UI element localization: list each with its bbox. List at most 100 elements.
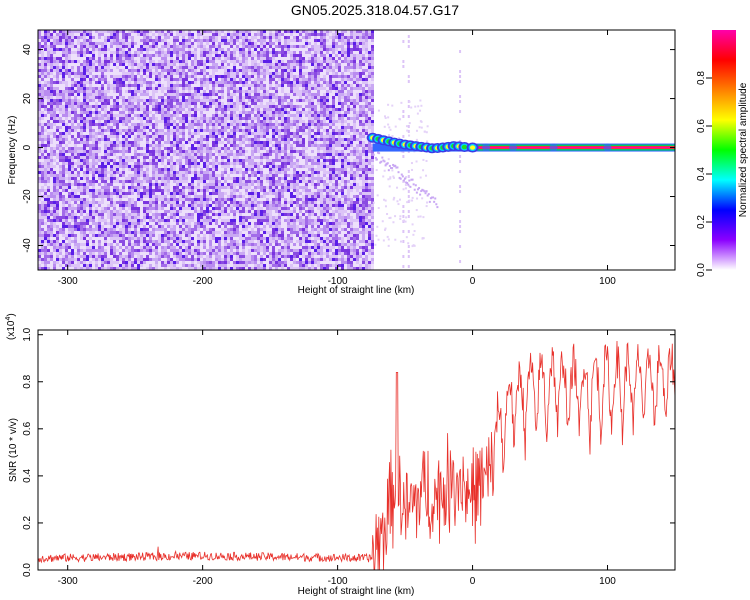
spectrogram-noise-cell [86, 153, 89, 158]
spectrogram-noise-cell [95, 267, 98, 270]
spectrogram-noise-cell [152, 39, 155, 43]
spectrogram-noise-cell [146, 255, 149, 260]
spectrogram-noise-cell [146, 192, 149, 197]
spectrogram-noise-cell [200, 129, 203, 134]
spectrogram-noise-cell [170, 234, 173, 239]
spectrogram-noise-cell [167, 69, 170, 74]
spectrogram-noise-cell [203, 168, 206, 173]
spectrogram-noise-cell [158, 234, 161, 237]
spectrogram-noise-cell [110, 75, 113, 79]
spectrogram-noise-cell [113, 42, 116, 46]
spectrogram-noise-cell [53, 81, 56, 85]
spectrogram-noise-cell [65, 36, 68, 41]
spectrogram-noise-cell [71, 204, 74, 209]
spectrogram-noise-cell [65, 183, 68, 188]
spectrogram-noise-cell [65, 72, 68, 77]
spectrogram-noise-cell [77, 159, 80, 162]
spectrogram-noise-cell [221, 258, 224, 263]
spectrogram-noise-cell [149, 231, 152, 234]
spectrogram-noise-cell [80, 78, 83, 83]
spectrogram-noise-cell [38, 147, 41, 151]
spectrogram-noise-cell [179, 87, 182, 92]
spectrogram-noise-cell [119, 54, 122, 59]
spectrogram-noise-cell [170, 162, 173, 166]
spectrogram-noise-cell [191, 255, 194, 258]
spectrogram-noise-cell [197, 123, 200, 126]
spectrogram-noise-cell [206, 108, 209, 113]
spectrogram-noise-cell [77, 171, 80, 176]
spectrogram-noise-cell [89, 111, 92, 114]
spectrogram-noise-cell [182, 180, 185, 185]
spectrogram-noise-cell [125, 138, 128, 141]
spectrogram-noise-cell [80, 63, 83, 66]
spectrogram-noise-cell [68, 144, 71, 149]
spectrogram-noise-cell [137, 225, 140, 230]
spectrogram-noise-cell [143, 120, 146, 124]
spectrogram-noise-cell [155, 30, 158, 34]
spectrogram-noise-cell [107, 216, 110, 221]
spectrogram-noise-cell [110, 96, 113, 101]
spectrogram-noise-cell [221, 165, 224, 170]
spectrogram-noise-cell [164, 132, 167, 137]
spectrogram-noise-cell [218, 207, 221, 212]
spectrogram-noise-cell [128, 87, 131, 91]
spectrogram-noise-cell [80, 228, 83, 233]
spectrogram-noise-cell [182, 96, 185, 101]
spectrogram-noise-cell [47, 261, 50, 266]
spectrogram-noise-cell [146, 138, 149, 143]
spectrogram-noise-cell [170, 192, 173, 197]
spectrogram-noise-cell [83, 144, 86, 147]
spectrogram-noise-cell [53, 213, 56, 218]
spectrogram-noise-cell [65, 189, 68, 194]
spectrogram-noise-cell [191, 156, 194, 161]
spectrogram-noise-cell [59, 261, 62, 265]
spectrogram-noise-cell [143, 42, 146, 46]
spectrogram-noise-cell [41, 159, 44, 162]
spectrogram-noise-cell [56, 207, 59, 212]
spectrogram-noise-cell [149, 177, 152, 181]
spectrogram-noise-cell [86, 141, 89, 146]
spectrogram-noise-cell [74, 264, 77, 269]
spectrogram-noise-cell [158, 153, 161, 158]
spectrogram-noise-cell [209, 174, 212, 178]
spectrogram-noise-cell [158, 57, 161, 61]
spectrogram-noise-cell [209, 180, 212, 183]
spectrogram-noise-cell [218, 87, 221, 92]
spectrogram-noise-cell [194, 246, 197, 249]
spectrogram-noise-cell [116, 171, 119, 175]
spectrogram-noise-cell [47, 144, 50, 148]
spectrogram-noise-cell [131, 102, 134, 106]
spectrogram-noise-cell [80, 30, 83, 33]
spectrogram-noise-cell [170, 153, 173, 156]
spectrogram-noise-cell [113, 69, 116, 72]
spectrogram-noise-cell [83, 48, 86, 53]
spectrogram-noise-cell [71, 129, 74, 132]
spectrogram-noise-cell [224, 42, 227, 47]
spectrogram-noise-cell [47, 174, 50, 177]
spectrogram-noise-cell [203, 51, 206, 56]
spectrogram-noise-cell [218, 261, 221, 266]
spectrogram-noise-cell [77, 249, 80, 253]
spectrogram-noise-cell [134, 129, 137, 132]
spectrogram-noise-cell [56, 189, 59, 192]
spectrogram-noise-cell [221, 63, 224, 66]
spectrogram-noise-cell [155, 255, 158, 259]
spectrogram-noise-cell [185, 123, 188, 126]
spectrogram-noise-cell [143, 141, 146, 146]
spectrogram-noise-cell [65, 117, 68, 121]
spectrogram-noise-cell [41, 198, 44, 201]
spectrogram-noise-cell [59, 153, 62, 157]
spectrogram-noise-cell [110, 126, 113, 131]
spectrogram-noise-cell [104, 162, 107, 166]
spectrogram-noise-cell [74, 213, 77, 217]
spectrogram-noise-cell [47, 57, 50, 60]
spectrogram-noise-cell [107, 30, 110, 35]
spectrogram-noise-cell [83, 39, 86, 42]
spectrogram-noise-cell [122, 132, 125, 135]
spectrogram-noise-cell [59, 267, 62, 270]
spectrogram-noise-cell [206, 69, 209, 73]
spectrogram-noise-cell [185, 45, 188, 50]
spectrogram-noise-cell [71, 54, 74, 59]
spectrogram-noise-cell [188, 204, 191, 207]
spectrogram-noise-cell [212, 60, 215, 63]
